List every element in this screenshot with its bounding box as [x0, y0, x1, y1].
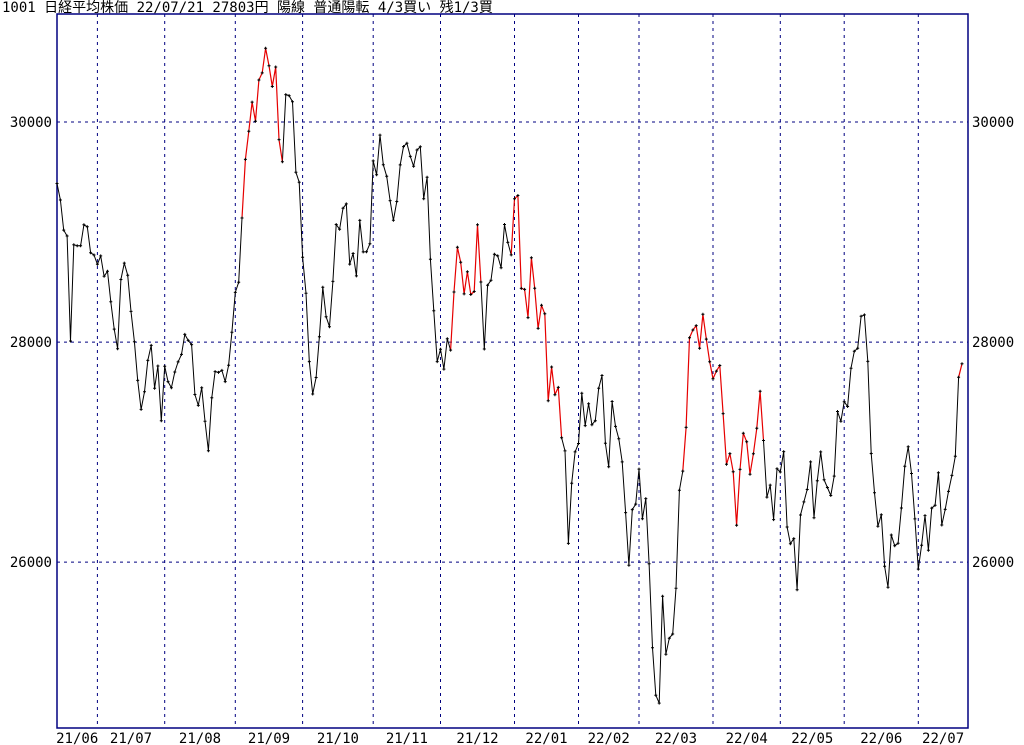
x-axis-label-22-07: 22/07 — [922, 731, 964, 745]
x-axis-label-21-06: 21/06 — [56, 731, 98, 745]
y-axis-label-left-28000: 28000 — [10, 335, 52, 351]
x-axis-label-22-02: 22/02 — [588, 731, 630, 745]
x-axis-label-21-10: 21/10 — [317, 731, 359, 745]
price-line-bull-signal — [241, 48, 963, 526]
grid-layer — [56, 13, 969, 729]
x-axis-label-21-12: 21/12 — [456, 731, 498, 745]
price-line-black — [56, 94, 960, 704]
x-axis-label-21-07: 21/07 — [110, 731, 152, 745]
x-axis-label-21-09: 21/09 — [248, 731, 290, 745]
chart-border — [56, 13, 969, 729]
x-axis-label-22-05: 22/05 — [791, 731, 833, 745]
data-point-markers — [55, 46, 964, 705]
x-axis-label-21-11: 21/11 — [386, 731, 428, 745]
y-axis-label-right-26000: 26000 — [972, 555, 1014, 571]
chart-title: 1001 日経平均株価 22/07/21 27803円 陽線 普通陽転 4/3買… — [2, 0, 493, 16]
axis-labels-layer: 26000 26000 28000 28000 30000 30000 21/06 21/07… — [10, 115, 1014, 745]
y-axis-label-right-30000: 30000 — [972, 115, 1014, 131]
y-axis-label-left-30000: 30000 — [10, 115, 52, 131]
x-axis-label-22-04: 22/04 — [726, 731, 768, 745]
x-axis-label-22-01: 22/01 — [525, 731, 567, 745]
price-series-layer — [55, 46, 964, 705]
y-axis-label-left-26000: 26000 — [10, 555, 52, 571]
y-axis-label-right-28000: 28000 — [972, 335, 1014, 351]
x-axis-label-21-08: 21/08 — [179, 731, 221, 745]
x-axis-label-22-06: 22/06 — [860, 731, 902, 745]
x-axis-label-22-03: 22/03 — [655, 731, 697, 745]
